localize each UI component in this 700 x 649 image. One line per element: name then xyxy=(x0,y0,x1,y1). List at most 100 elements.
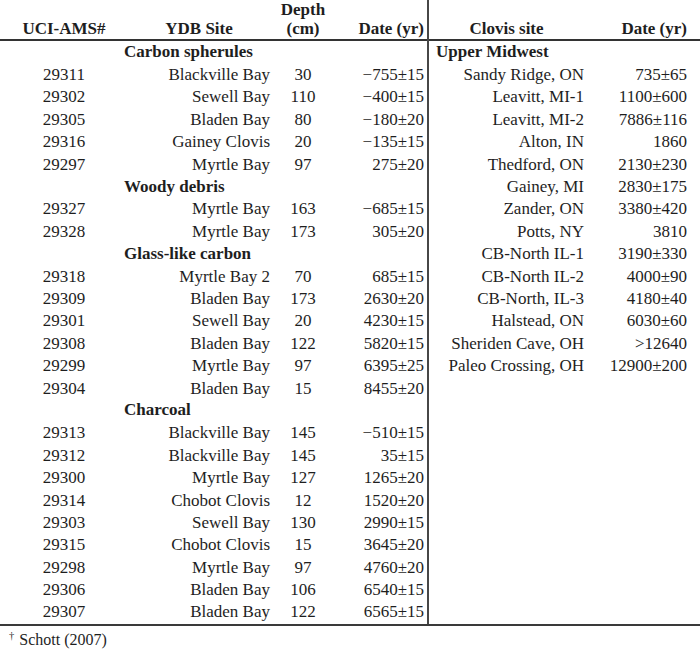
depth-cell: 20 xyxy=(270,310,336,331)
ydb-site-cell: Myrtle Bay xyxy=(128,198,270,219)
depth-cell: 173 xyxy=(270,288,336,309)
ams-number-cell: 29297 xyxy=(0,154,128,175)
table-row: 29311Blackville Bay30−755±15 xyxy=(0,63,427,85)
table-row: CB-North IL-13190±330 xyxy=(429,243,700,265)
ams-number-cell: 29313 xyxy=(0,422,128,443)
date-cell: 305±20 xyxy=(336,221,424,242)
table-row: 29307Bladen Bay1226565±15 xyxy=(0,601,427,623)
ams-number-cell: 29305 xyxy=(0,109,128,130)
date-cell: 4000±90 xyxy=(584,266,687,287)
section-header-row: Charcoal xyxy=(0,399,427,421)
table-row: Halstead, ON6030±60 xyxy=(429,310,700,332)
ydb-site-cell: Chobot Clovis xyxy=(128,534,270,555)
date-cell: −510±15 xyxy=(336,422,424,443)
ams-number-cell: 29303 xyxy=(0,512,128,533)
date-cell: −685±15 xyxy=(336,198,424,219)
ydb-site-cell: Blackville Bay xyxy=(128,445,270,466)
ams-number-cell: 29312 xyxy=(0,445,128,466)
date-cell: 5820±15 xyxy=(336,333,424,354)
ydb-site-cell: Myrtle Bay xyxy=(128,221,270,242)
date-cell: −180±20 xyxy=(336,109,424,130)
date-cell: 685±15 xyxy=(336,266,424,287)
ydb-table-body: Carbon spherules29311Blackville Bay30−75… xyxy=(0,41,427,623)
ydb-site-cell: Bladen Bay xyxy=(128,288,270,309)
section-label: Woody debris xyxy=(124,177,427,197)
table-row: 29300Myrtle Bay1271265±20 xyxy=(0,466,427,488)
clovis-site-cell: Sheriden Cave, OH xyxy=(429,333,584,354)
date-cell: 2630±20 xyxy=(336,288,424,309)
ams-number-cell: 29308 xyxy=(0,333,128,354)
footnote-dagger-marker: † xyxy=(9,630,14,641)
date-cell: >12640 xyxy=(584,333,687,354)
clovis-site-cell: Sandy Ridge, ON xyxy=(429,64,584,85)
ydb-site-cell: Sewell Bay xyxy=(128,310,270,331)
date-cell: 735±65 xyxy=(584,64,687,85)
col-header-ydb-date: Date (yr) xyxy=(336,19,424,38)
clovis-site-cell: Gainey, MI xyxy=(429,176,584,197)
table-row: CB-North, IL-34180±40 xyxy=(429,287,700,309)
ams-number-cell: 29307 xyxy=(0,601,128,622)
ydb-site-cell: Bladen Bay xyxy=(128,579,270,600)
section-header-row: Woody debris xyxy=(0,175,427,197)
ams-number-cell: 29311 xyxy=(0,64,128,85)
col-header-depth: Depth (cm) xyxy=(270,0,336,38)
ydb-table-header-row: UCI-AMS# YDB Site Depth (cm) Date (yr) xyxy=(0,0,427,41)
ams-number-cell: 29314 xyxy=(0,490,128,511)
clovis-site-cell: CB-North, IL-3 xyxy=(429,288,584,309)
date-cell: 275±20 xyxy=(336,154,424,175)
ydb-site-cell: Myrtle Bay xyxy=(128,467,270,488)
table-row: Thedford, ON2130±230 xyxy=(429,153,700,175)
depth-cell: 163 xyxy=(270,198,336,219)
ams-number-cell: 29301 xyxy=(0,310,128,331)
date-cell: 6540±15 xyxy=(336,579,424,600)
ydb-table-panel: UCI-AMS# YDB Site Depth (cm) Date (yr) C… xyxy=(0,0,427,623)
table-row: Potts, NY3810 xyxy=(429,220,700,242)
depth-cell: 110 xyxy=(270,86,336,107)
depth-cell: 106 xyxy=(270,579,336,600)
table-row: 29328Myrtle Bay173305±20 xyxy=(0,220,427,242)
table-row: 29297Myrtle Bay97275±20 xyxy=(0,153,427,175)
depth-cell: 15 xyxy=(270,378,336,399)
table-row: Paleo Crossing, OH12900±200 xyxy=(429,354,700,376)
paper-table-page: UCI-AMS# YDB Site Depth (cm) Date (yr) C… xyxy=(0,0,700,649)
depth-cell: 15 xyxy=(270,534,336,555)
table-row: Zander, ON3380±420 xyxy=(429,198,700,220)
section-label: Glass-like carbon xyxy=(124,244,427,264)
ydb-site-cell: Myrtle Bay xyxy=(128,557,270,578)
date-cell: 4230±15 xyxy=(336,310,424,331)
section-header-row: Upper Midwest xyxy=(429,41,700,63)
ams-number-cell: 29298 xyxy=(0,557,128,578)
ydb-site-cell: Sewell Bay xyxy=(128,512,270,533)
depth-cell: 80 xyxy=(270,109,336,130)
depth-cell: 97 xyxy=(270,154,336,175)
depth-cell: 70 xyxy=(270,266,336,287)
section-label: Charcoal xyxy=(124,400,427,420)
table-row: 29304Bladen Bay158455±20 xyxy=(0,377,427,399)
ydb-site-cell: Chobot Clovis xyxy=(128,490,270,511)
date-cell: −755±15 xyxy=(336,64,424,85)
date-cell: 12900±200 xyxy=(584,355,687,376)
depth-cell: 20 xyxy=(270,131,336,152)
date-cell: 3810 xyxy=(584,221,687,242)
table-row: Leavitt, MI-27886±116 xyxy=(429,108,700,130)
table-row: 29305Bladen Bay80−180±20 xyxy=(0,108,427,130)
ydb-site-cell: Blackville Bay xyxy=(128,422,270,443)
section-label: Carbon spherules xyxy=(124,42,427,62)
date-cell: 3645±20 xyxy=(336,534,424,555)
depth-cell: 122 xyxy=(270,601,336,622)
date-cell: 1100±600 xyxy=(584,86,687,107)
date-cell: 4760±20 xyxy=(336,557,424,578)
depth-cell: 127 xyxy=(270,467,336,488)
ams-number-cell: 29315 xyxy=(0,534,128,555)
table-row: 29316Gainey Clovis20−135±15 xyxy=(0,131,427,153)
table-row: 29318Myrtle Bay 270685±15 xyxy=(0,265,427,287)
depth-cell: 145 xyxy=(270,422,336,443)
ydb-site-cell: Myrtle Bay 2 xyxy=(128,266,270,287)
section-header-row: Glass-like carbon xyxy=(0,243,427,265)
col-header-depth-line1: Depth xyxy=(270,0,336,19)
table-footnote: †Schott (2007) xyxy=(0,626,700,649)
date-cell: 7886±116 xyxy=(584,109,687,130)
depth-cell: 122 xyxy=(270,333,336,354)
clovis-site-cell: Leavitt, MI-2 xyxy=(429,109,584,130)
clovis-site-cell: Halstead, ON xyxy=(429,310,584,331)
